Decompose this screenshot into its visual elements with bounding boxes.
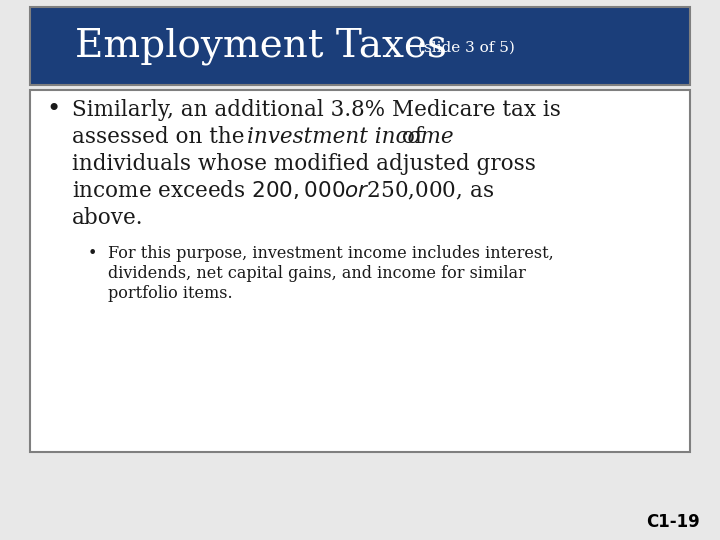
Text: investment income: investment income: [247, 126, 454, 148]
Text: income exceeds $200,000 or $250,000, as: income exceeds $200,000 or $250,000, as: [72, 179, 494, 202]
Text: Employment Taxes: Employment Taxes: [75, 27, 447, 65]
Text: (slide 3 of 5): (slide 3 of 5): [418, 41, 515, 55]
Text: above.: above.: [72, 207, 143, 229]
Text: •: •: [88, 245, 97, 261]
Text: For this purpose, investment income includes interest,: For this purpose, investment income incl…: [108, 245, 554, 261]
Text: individuals whose modified adjusted gross: individuals whose modified adjusted gros…: [72, 153, 536, 175]
Text: Similarly, an additional 3.8% Medicare tax is: Similarly, an additional 3.8% Medicare t…: [72, 99, 561, 121]
Text: dividends, net capital gains, and income for similar: dividends, net capital gains, and income…: [108, 265, 526, 281]
Text: C1-19: C1-19: [647, 513, 700, 531]
Text: assessed on the: assessed on the: [72, 126, 251, 148]
Text: portfolio items.: portfolio items.: [108, 285, 233, 301]
Text: •: •: [46, 98, 60, 122]
Text: of: of: [395, 126, 423, 148]
FancyBboxPatch shape: [30, 90, 690, 452]
FancyBboxPatch shape: [30, 7, 690, 85]
